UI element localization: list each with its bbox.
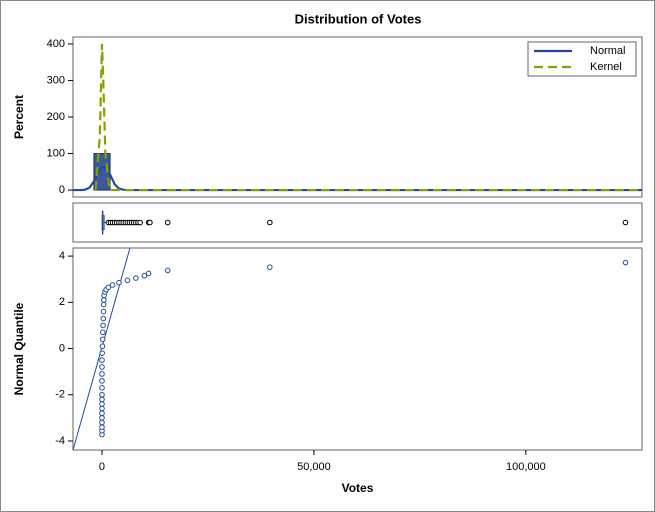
legend-label: Kernel bbox=[590, 61, 622, 73]
legend-label: Normal bbox=[590, 45, 625, 57]
qq-point bbox=[100, 315, 107, 322]
y-tick-label: 4 bbox=[59, 250, 65, 262]
y-tick-label: 100 bbox=[47, 147, 65, 159]
y-tick-label: 200 bbox=[47, 111, 65, 123]
legend bbox=[527, 41, 637, 77]
qq-point bbox=[99, 401, 105, 407]
y-axis-label: Percent bbox=[12, 95, 26, 139]
qq-point bbox=[99, 343, 106, 350]
qq-point bbox=[141, 272, 148, 279]
qq-point bbox=[105, 284, 112, 291]
histogram-bar bbox=[93, 153, 111, 191]
y-tick-label: 2 bbox=[59, 296, 65, 308]
qq-point bbox=[99, 371, 105, 377]
qq-point bbox=[145, 270, 152, 277]
qq-point bbox=[100, 322, 106, 329]
qq-point bbox=[99, 378, 105, 384]
qq-point bbox=[99, 424, 105, 430]
y-tick-label: 0 bbox=[59, 342, 65, 354]
qq-point bbox=[164, 267, 171, 274]
y-tick-label: 400 bbox=[47, 38, 65, 50]
qq-point bbox=[99, 357, 105, 363]
x-tick-label: 0 bbox=[99, 461, 105, 473]
qq-point bbox=[99, 391, 105, 398]
qq-point bbox=[109, 282, 116, 288]
qq-point bbox=[99, 415, 105, 421]
qq-point bbox=[99, 364, 105, 370]
y-tick-label: -4 bbox=[55, 435, 65, 447]
qq-point bbox=[116, 279, 122, 286]
y-tick-label: 300 bbox=[47, 74, 65, 86]
density-line bbox=[73, 165, 642, 192]
chart-title: Distribution of Votes bbox=[295, 11, 422, 26]
y-axis-label: Normal Quantile bbox=[12, 302, 26, 395]
qq-point bbox=[99, 405, 105, 412]
qq-point bbox=[100, 329, 106, 336]
y-tick-label: 0 bbox=[59, 184, 65, 196]
outlier bbox=[267, 219, 273, 226]
plot-area bbox=[72, 202, 643, 243]
plot-area bbox=[72, 247, 643, 451]
qq-point bbox=[267, 264, 273, 270]
qq-point bbox=[100, 301, 107, 308]
outlier bbox=[137, 219, 143, 226]
outlier bbox=[622, 219, 629, 226]
density-line bbox=[94, 43, 642, 192]
qq-point bbox=[101, 297, 107, 303]
y-tick-label: -2 bbox=[55, 389, 65, 401]
qq-point bbox=[99, 396, 105, 403]
outlier bbox=[164, 219, 171, 226]
qq-point bbox=[100, 308, 107, 315]
qq-point bbox=[99, 410, 105, 417]
qq-point bbox=[99, 350, 106, 356]
qq-point bbox=[124, 277, 131, 284]
outlier bbox=[147, 219, 153, 226]
x-tick-label: 100,000 bbox=[506, 461, 546, 473]
x-tick-label: 50,000 bbox=[297, 461, 331, 473]
qq-point bbox=[622, 259, 629, 266]
qq-point bbox=[133, 275, 139, 281]
qq-point bbox=[99, 385, 105, 391]
qq-point bbox=[99, 419, 105, 426]
x-axis-label: Votes bbox=[342, 481, 374, 495]
qq-point bbox=[99, 336, 106, 343]
